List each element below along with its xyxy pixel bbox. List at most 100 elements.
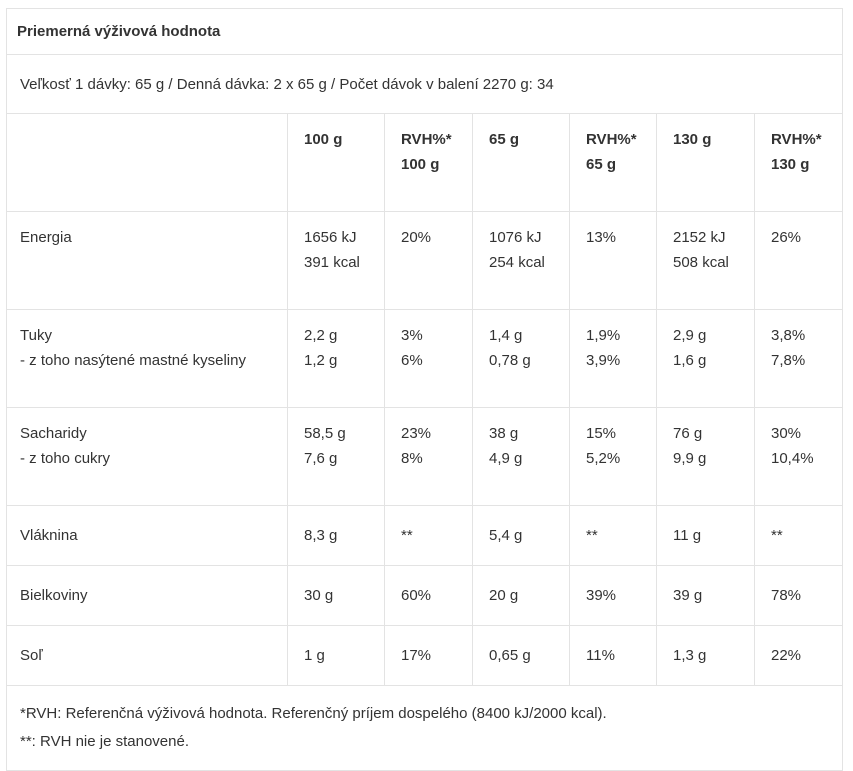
cell-line: 391 kcal	[304, 254, 360, 271]
table-row-protein: Bielkoviny 30 g 60% 20 g 39% 39 g 78%	[6, 565, 844, 626]
table-row-energy: Energia 1656 kJ 391 kcal 20% 1076 kJ 254 k…	[6, 211, 844, 310]
cell-line: 1,2 g	[304, 352, 338, 369]
cell-line: 508 kcal	[673, 254, 729, 271]
header-row: 100 g RVH%* 100 g 65 g RVH%* 65 g 130 g RV…	[6, 113, 844, 212]
table-cell: 3,8% 7,8%	[753, 309, 844, 408]
table-cell: 1 g	[287, 625, 385, 686]
table-cell: 1656 kJ 391 kcal	[287, 211, 385, 310]
header-empty-cell	[6, 113, 288, 212]
table-cell: 60%	[384, 565, 473, 626]
column-header: RVH%* 100 g	[384, 113, 473, 212]
cell-line: 1076 kJ	[489, 229, 542, 246]
cell-line: 2152 kJ	[673, 229, 726, 246]
table-cell: 2,9 g 1,6 g	[656, 309, 755, 408]
row-label: Energia	[6, 211, 288, 310]
row-label-line: Tuky	[20, 327, 52, 344]
table-row-fat: Tuky - z toho nasýtené mastné kyseliny 2,…	[6, 309, 844, 408]
footnote-not-set: **: RVH nie je stanovené.	[20, 733, 189, 750]
table-row-fiber: Vláknina 8,3 g ** 5,4 g ** 11 g **	[6, 505, 844, 566]
table-cell: **	[569, 505, 657, 566]
cell-line: 76 g	[673, 425, 703, 442]
cell-line: 3%	[401, 327, 423, 344]
column-header: RVH%* 65 g	[569, 113, 657, 212]
table-cell: 8,3 g	[287, 505, 385, 566]
title-row: Priemerná výživová hodnota	[5, 8, 844, 55]
cell-line: 5,2%	[586, 450, 621, 467]
cell-line: 9,9 g	[673, 450, 707, 467]
column-header-line: 100 g	[401, 156, 440, 173]
table-cell: 1,9% 3,9%	[569, 309, 657, 408]
cell-line: 23%	[401, 425, 432, 442]
table-cell: 11 g	[656, 505, 755, 566]
table-cell: 22%	[753, 625, 844, 686]
cell-line: 0,78 g	[489, 352, 531, 369]
table-cell: 2152 kJ 508 kcal	[656, 211, 755, 310]
row-label-line: Sacharidy	[20, 425, 87, 442]
table-cell: 20%	[384, 211, 473, 310]
table-cell: 1,3 g	[656, 625, 755, 686]
cell-line: 2,2 g	[304, 327, 338, 344]
column-header-line: 65 g	[489, 131, 520, 148]
table-cell: 78%	[753, 565, 844, 626]
nutrition-table: Priemerná výživová hodnota Veľkosť 1 dáv…	[5, 8, 844, 771]
cell-line: 2,9 g	[673, 327, 707, 344]
table-row-salt: Soľ 1 g 17% 0,65 g 11% 1,3 g 22%	[6, 625, 844, 686]
row-label-line: - z toho nasýtené mastné kyseliny	[20, 352, 246, 369]
cell-line: 38 g	[489, 425, 519, 442]
cell-line: 7,8%	[771, 352, 806, 369]
table-cell: 38 g 4,9 g	[472, 407, 570, 506]
row-label-line: Energia	[20, 229, 72, 246]
table-cell: **	[384, 505, 473, 566]
cell-line: 20%	[401, 229, 432, 246]
cell-line: 1,6 g	[673, 352, 707, 369]
column-header-line: 100 g	[304, 131, 343, 148]
cell-line: 10,4%	[771, 450, 814, 467]
table-cell: 39%	[569, 565, 657, 626]
column-header-line: RVH%*	[771, 131, 822, 148]
column-header: 100 g	[287, 113, 385, 212]
table-cell: 11%	[569, 625, 657, 686]
cell-line: 8%	[401, 450, 423, 467]
column-header: RVH%* 130 g	[753, 113, 844, 212]
row-label: Sacharidy - z toho cukry	[6, 407, 288, 506]
cell-line: 1656 kJ	[304, 229, 357, 246]
table-title: Priemerná výživová hodnota	[5, 8, 844, 55]
table-row-carbs: Sacharidy - z toho cukry 58,5 g 7,6 g 23% 8…	[6, 407, 844, 506]
footnote-row: *RVH: Referenčná výživová hodnota. Refer…	[5, 685, 844, 771]
cell-line: 58,5 g	[304, 425, 346, 442]
table-cell: 17%	[384, 625, 473, 686]
table-cell: 0,65 g	[472, 625, 570, 686]
cell-line: 3,8%	[771, 327, 806, 344]
table-cell: 3% 6%	[384, 309, 473, 408]
cell-line: 254 kcal	[489, 254, 545, 271]
table-cell: 15% 5,2%	[569, 407, 657, 506]
table-cell: 1076 kJ 254 kcal	[472, 211, 570, 310]
footnotes: *RVH: Referenčná výživová hodnota. Refer…	[5, 685, 844, 771]
row-label: Bielkoviny	[6, 565, 288, 626]
column-header-line: 130 g	[673, 131, 712, 148]
serving-row: Veľkosť 1 dávky: 65 g / Denná dávka: 2 x…	[5, 54, 844, 114]
table-cell: 30 g	[287, 565, 385, 626]
column-header-line: 65 g	[586, 156, 617, 173]
row-label: Vláknina	[6, 505, 288, 566]
table-cell: 1,4 g 0,78 g	[472, 309, 570, 408]
table-cell: 13%	[569, 211, 657, 310]
cell-line: 3,9%	[586, 352, 621, 369]
column-header-line: 130 g	[771, 156, 810, 173]
cell-line: 30%	[771, 425, 802, 442]
column-header-line: RVH%*	[401, 131, 452, 148]
cell-line: 4,9 g	[489, 450, 523, 467]
table-cell: 58,5 g 7,6 g	[287, 407, 385, 506]
column-header: 65 g	[472, 113, 570, 212]
table-cell: 39 g	[656, 565, 755, 626]
table-cell: 20 g	[472, 565, 570, 626]
table-cell: 26%	[753, 211, 844, 310]
cell-line: 26%	[771, 229, 802, 246]
cell-line: 7,6 g	[304, 450, 338, 467]
table-cell: **	[753, 505, 844, 566]
column-header: 130 g	[656, 113, 755, 212]
cell-line: 13%	[586, 229, 617, 246]
table-cell: 30% 10,4%	[753, 407, 844, 506]
serving-info: Veľkosť 1 dávky: 65 g / Denná dávka: 2 x…	[5, 54, 844, 114]
cell-line: 1,4 g	[489, 327, 523, 344]
